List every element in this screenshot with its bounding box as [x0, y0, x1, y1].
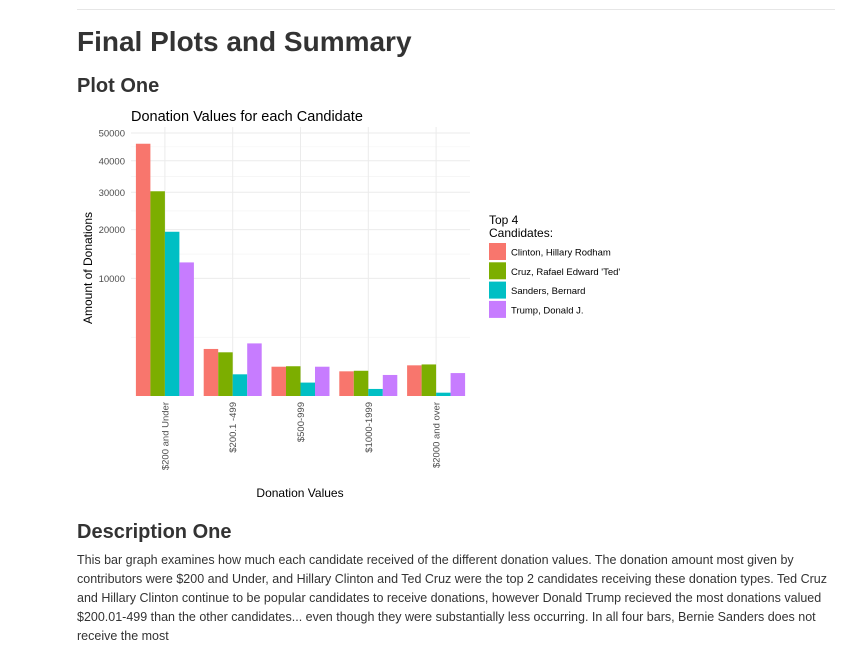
bar	[232, 374, 248, 396]
bar	[286, 366, 301, 396]
bar	[135, 143, 151, 396]
y-tick-label: 10000	[99, 274, 125, 285]
bar	[353, 370, 369, 396]
axis-layer: 10000 20000 30000 40000 50000 $200 and Under $…	[99, 129, 443, 471]
legend-swatch	[489, 262, 506, 280]
plot-heading: Plot One	[77, 75, 160, 97]
x-tick-label: $1000-1999	[364, 402, 375, 453]
bar	[368, 388, 383, 396]
bar	[179, 262, 194, 396]
x-tick-label: $500-999	[296, 402, 307, 442]
legend-swatch	[489, 300, 506, 318]
legend-swatch	[489, 281, 506, 299]
bar	[315, 366, 330, 396]
x-axis-label: Donation Values	[256, 486, 343, 500]
x-tick-label: $200.1 -499	[228, 402, 239, 453]
bar	[382, 374, 398, 396]
bar	[450, 373, 466, 396]
bar	[150, 191, 165, 396]
bar	[164, 231, 180, 396]
bar	[421, 364, 437, 396]
bar	[271, 366, 286, 396]
x-tick-label: $2000 and over	[432, 402, 443, 468]
description-paragraph: This bar graph examines how much each ca…	[77, 553, 827, 643]
donation-chart: 10000 20000 30000 40000 50000 $200 and Under $…	[81, 109, 620, 500]
top-divider	[77, 9, 835, 10]
bar	[300, 382, 315, 396]
legend-label: Sanders, Bernard	[511, 286, 585, 297]
bar	[218, 352, 233, 396]
legend-label: Trump, Donald J.	[511, 305, 584, 316]
chart-container: 10000 20000 30000 40000 50000 $200 and Under $…	[0, 100, 857, 510]
chart-title: Donation Values for each Candidate	[131, 109, 363, 125]
x-tick-label: $200 and Under	[160, 402, 171, 470]
y-tick-label: 40000	[99, 156, 125, 167]
legend-label: Clinton, Hillary Rodham	[511, 248, 611, 259]
description-heading: Description One	[77, 521, 232, 543]
y-axis-label: Amount of Donations	[81, 212, 95, 324]
legend-title: Top 4	[489, 213, 519, 227]
page-title: Final Plots and Summary	[77, 26, 412, 57]
y-tick-label: 50000	[99, 129, 125, 140]
bar	[247, 343, 262, 396]
legend-swatch	[489, 243, 506, 260]
bar	[339, 371, 354, 396]
legend-label: Cruz, Rafael Edward 'Ted'	[511, 267, 620, 278]
legend-title: Candidates:	[489, 226, 553, 240]
bar	[407, 365, 422, 396]
y-tick-label: 20000	[99, 225, 125, 236]
bars-layer	[135, 143, 466, 396]
y-tick-label: 30000	[99, 188, 125, 199]
bar	[436, 392, 451, 396]
bar	[203, 348, 219, 396]
